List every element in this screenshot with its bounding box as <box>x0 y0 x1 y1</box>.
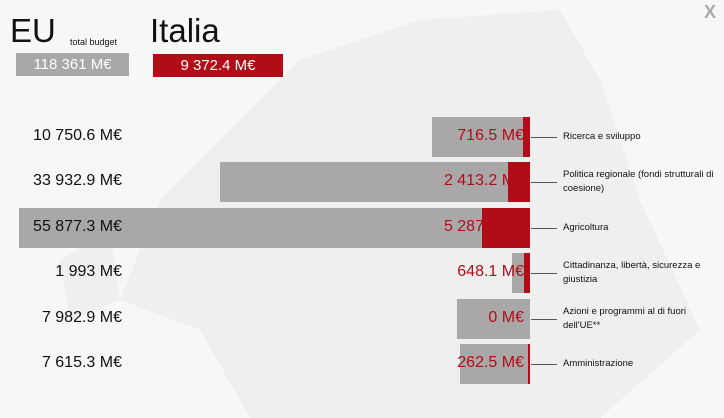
bar <box>431 117 530 157</box>
italia-value-label: 2 413.2 M€ <box>443 172 524 190</box>
category-label: Agricoltura <box>563 221 609 233</box>
eu-value-label: 7 615.3 M€ <box>41 354 122 371</box>
bar <box>527 344 530 384</box>
connector <box>531 364 557 365</box>
eu-value-label: 7 982.9 M€ <box>41 308 122 326</box>
eu-title: EU <box>10 12 56 49</box>
bar <box>19 207 530 248</box>
italia-total: 9 372.4 M€ <box>153 54 283 77</box>
italia-title: Italia <box>150 12 220 49</box>
category-label: Cittadinanza, libertà, sicurezza e giust… <box>563 260 701 286</box>
bar <box>507 162 530 203</box>
connector <box>531 182 557 184</box>
italia-value-label: 0 M€ <box>488 308 524 326</box>
eu-value-label: 1 993 M€ <box>55 263 122 281</box>
eu-value-label: 55 877.3 M€ <box>33 217 122 235</box>
bar <box>481 207 530 248</box>
subtitle: total budget <box>70 37 118 47</box>
eu-total: 118 361 M€ <box>16 53 129 76</box>
connector <box>531 227 557 229</box>
category-label: Amministrazione <box>563 358 634 369</box>
bar <box>523 117 530 157</box>
bar <box>219 162 530 203</box>
italia-value-label: 262.5 M€ <box>457 354 524 371</box>
bar <box>524 253 530 294</box>
close-button[interactable]: X <box>704 2 717 22</box>
connector <box>531 273 557 275</box>
italia-value-label: 5 287.1 M€ <box>443 217 524 235</box>
connector <box>531 318 557 320</box>
bar <box>457 298 530 339</box>
connector <box>531 137 557 138</box>
category-label: Politica regionale (fondi strutturali di… <box>563 169 714 195</box>
category-label: Ricerca e sviluppo <box>563 131 641 142</box>
eu-value-label: 33 932.9 M€ <box>33 172 122 190</box>
italia-value-label: 648.1 M€ <box>457 263 524 281</box>
italia-value-label: 716.5 M€ <box>457 127 524 144</box>
category-label: Azioni e programmi al di fuori dell'UE** <box>563 305 687 331</box>
eu-value-label: 10 750.6 M€ <box>33 127 122 144</box>
bar <box>460 344 530 384</box>
